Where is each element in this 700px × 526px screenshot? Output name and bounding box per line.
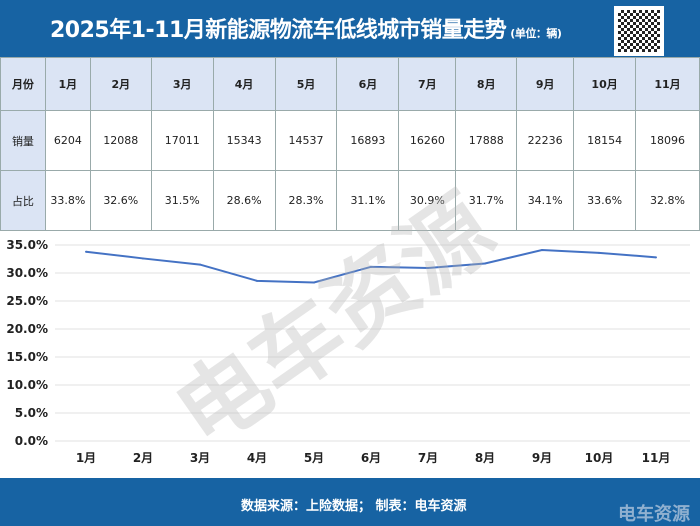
data-point [541, 249, 543, 252]
y-tick-label: 10.0% [6, 378, 48, 392]
chart-title: 2025年1-11月新能源物流车低线城市销量走势 (单位：辆) [50, 12, 562, 44]
unit-label: (单位：辆) [510, 27, 562, 40]
y-tick-label: 35.0% [6, 238, 48, 252]
data-point [598, 251, 600, 254]
title-bar: 2025年1-11月新能源物流车低线城市销量走势 (单位：辆) [0, 0, 700, 57]
cell-sales: 14537 [274, 110, 338, 171]
data-point [655, 256, 657, 259]
cell-sales: 18154 [573, 110, 637, 171]
data-point [313, 281, 315, 284]
cell-share: 28.6% [212, 170, 276, 231]
brand-logo: 电车资源 [618, 504, 690, 525]
row-label: 销量 [0, 110, 46, 171]
data-point [484, 262, 486, 265]
data-point [142, 257, 144, 260]
cell-months: 10月 [573, 57, 637, 111]
cell-months: 5月 [274, 57, 338, 111]
cell-share: 32.8% [635, 170, 700, 231]
cell-share: 31.7% [455, 170, 518, 231]
x-tick-label: 6月 [361, 451, 381, 465]
cell-sales: 12088 [89, 110, 152, 171]
cell-sales: 16260 [398, 110, 457, 171]
cell-months: 11月 [635, 57, 700, 111]
cell-sales: 6204 [44, 110, 91, 171]
data-point [85, 250, 87, 253]
x-tick-label: 1月 [76, 451, 96, 465]
cell-months: 4月 [212, 57, 276, 111]
cell-share: 33.8% [44, 170, 91, 231]
y-tick-label: 0.0% [15, 434, 48, 448]
cell-months: 1月 [44, 57, 91, 111]
y-tick-label: 15.0% [6, 350, 48, 364]
header-row: 月份 1月 2月 3月 4月 5月 6月 7月 8月 9月 10月 11月 [0, 57, 700, 111]
row-label: 占比 [0, 170, 46, 231]
line-chart: 0.0% 5.0% 10.0% 15.0% 20.0% 25.0% 30.0% 35.0% 1月… [6, 238, 690, 465]
y-tick-label: 5.0% [15, 406, 48, 420]
cell-months: 8月 [455, 57, 518, 111]
source-text: 数据来源：上险数据； 制表：电车资源 [241, 499, 467, 514]
x-tick-label: 5月 [304, 451, 324, 465]
x-tick-label: 4月 [247, 451, 267, 465]
cell-sales: 16893 [336, 110, 400, 171]
data-point [370, 265, 372, 268]
cell-share: 28.3% [274, 170, 338, 231]
x-tick-label: 3月 [190, 451, 210, 465]
row-label: 月份 [0, 57, 46, 111]
data-point [256, 279, 258, 282]
sales-row: 销量 6204 12088 17011 15343 14537 16893 16260 1788… [0, 110, 700, 171]
cell-share: 30.9% [398, 170, 457, 231]
y-tick-label: 20.0% [6, 322, 48, 336]
cell-months: 7月 [398, 57, 457, 111]
cell-share: 32.6% [89, 170, 152, 231]
cell-share: 34.1% [516, 170, 575, 231]
cell-share: 33.6% [573, 170, 637, 231]
x-tick-label: 9月 [532, 451, 552, 465]
x-tick-label: 10月 [585, 451, 614, 465]
x-tick-label: 11月 [642, 451, 671, 465]
data-point [199, 263, 201, 266]
x-tick-label: 8月 [475, 451, 495, 465]
qr-code-icon [614, 6, 664, 56]
cell-sales: 17011 [150, 110, 214, 171]
cell-sales: 22236 [516, 110, 575, 171]
y-tick-label: 25.0% [6, 294, 48, 308]
data-point [427, 266, 429, 269]
cell-share: 31.1% [336, 170, 400, 231]
share-row: 占比 33.8% 32.6% 31.5% 28.6% 28.3% 31.1% 30.9% 31.… [0, 170, 700, 231]
cell-months: 2月 [89, 57, 152, 111]
cell-sales: 18096 [635, 110, 700, 171]
x-tick-label: 7月 [418, 451, 438, 465]
y-tick-label: 30.0% [6, 266, 48, 280]
data-table: 月份 1月 2月 3月 4月 5月 6月 7月 8月 9月 10月 11月 销量 6204 12088 17… [0, 57, 700, 231]
footer: 数据来源：上险数据； 制表：电车资源 电车资源 [0, 478, 700, 526]
title-text: 2025年1-11月新能源物流车低线城市销量走势 [50, 18, 507, 43]
cell-sales: 17888 [455, 110, 518, 171]
cell-months: 6月 [336, 57, 400, 111]
cell-share: 31.5% [150, 170, 214, 231]
cell-months: 9月 [516, 57, 575, 111]
x-tick-label: 2月 [133, 451, 153, 465]
cell-sales: 15343 [212, 110, 276, 171]
cell-months: 3月 [150, 57, 214, 111]
